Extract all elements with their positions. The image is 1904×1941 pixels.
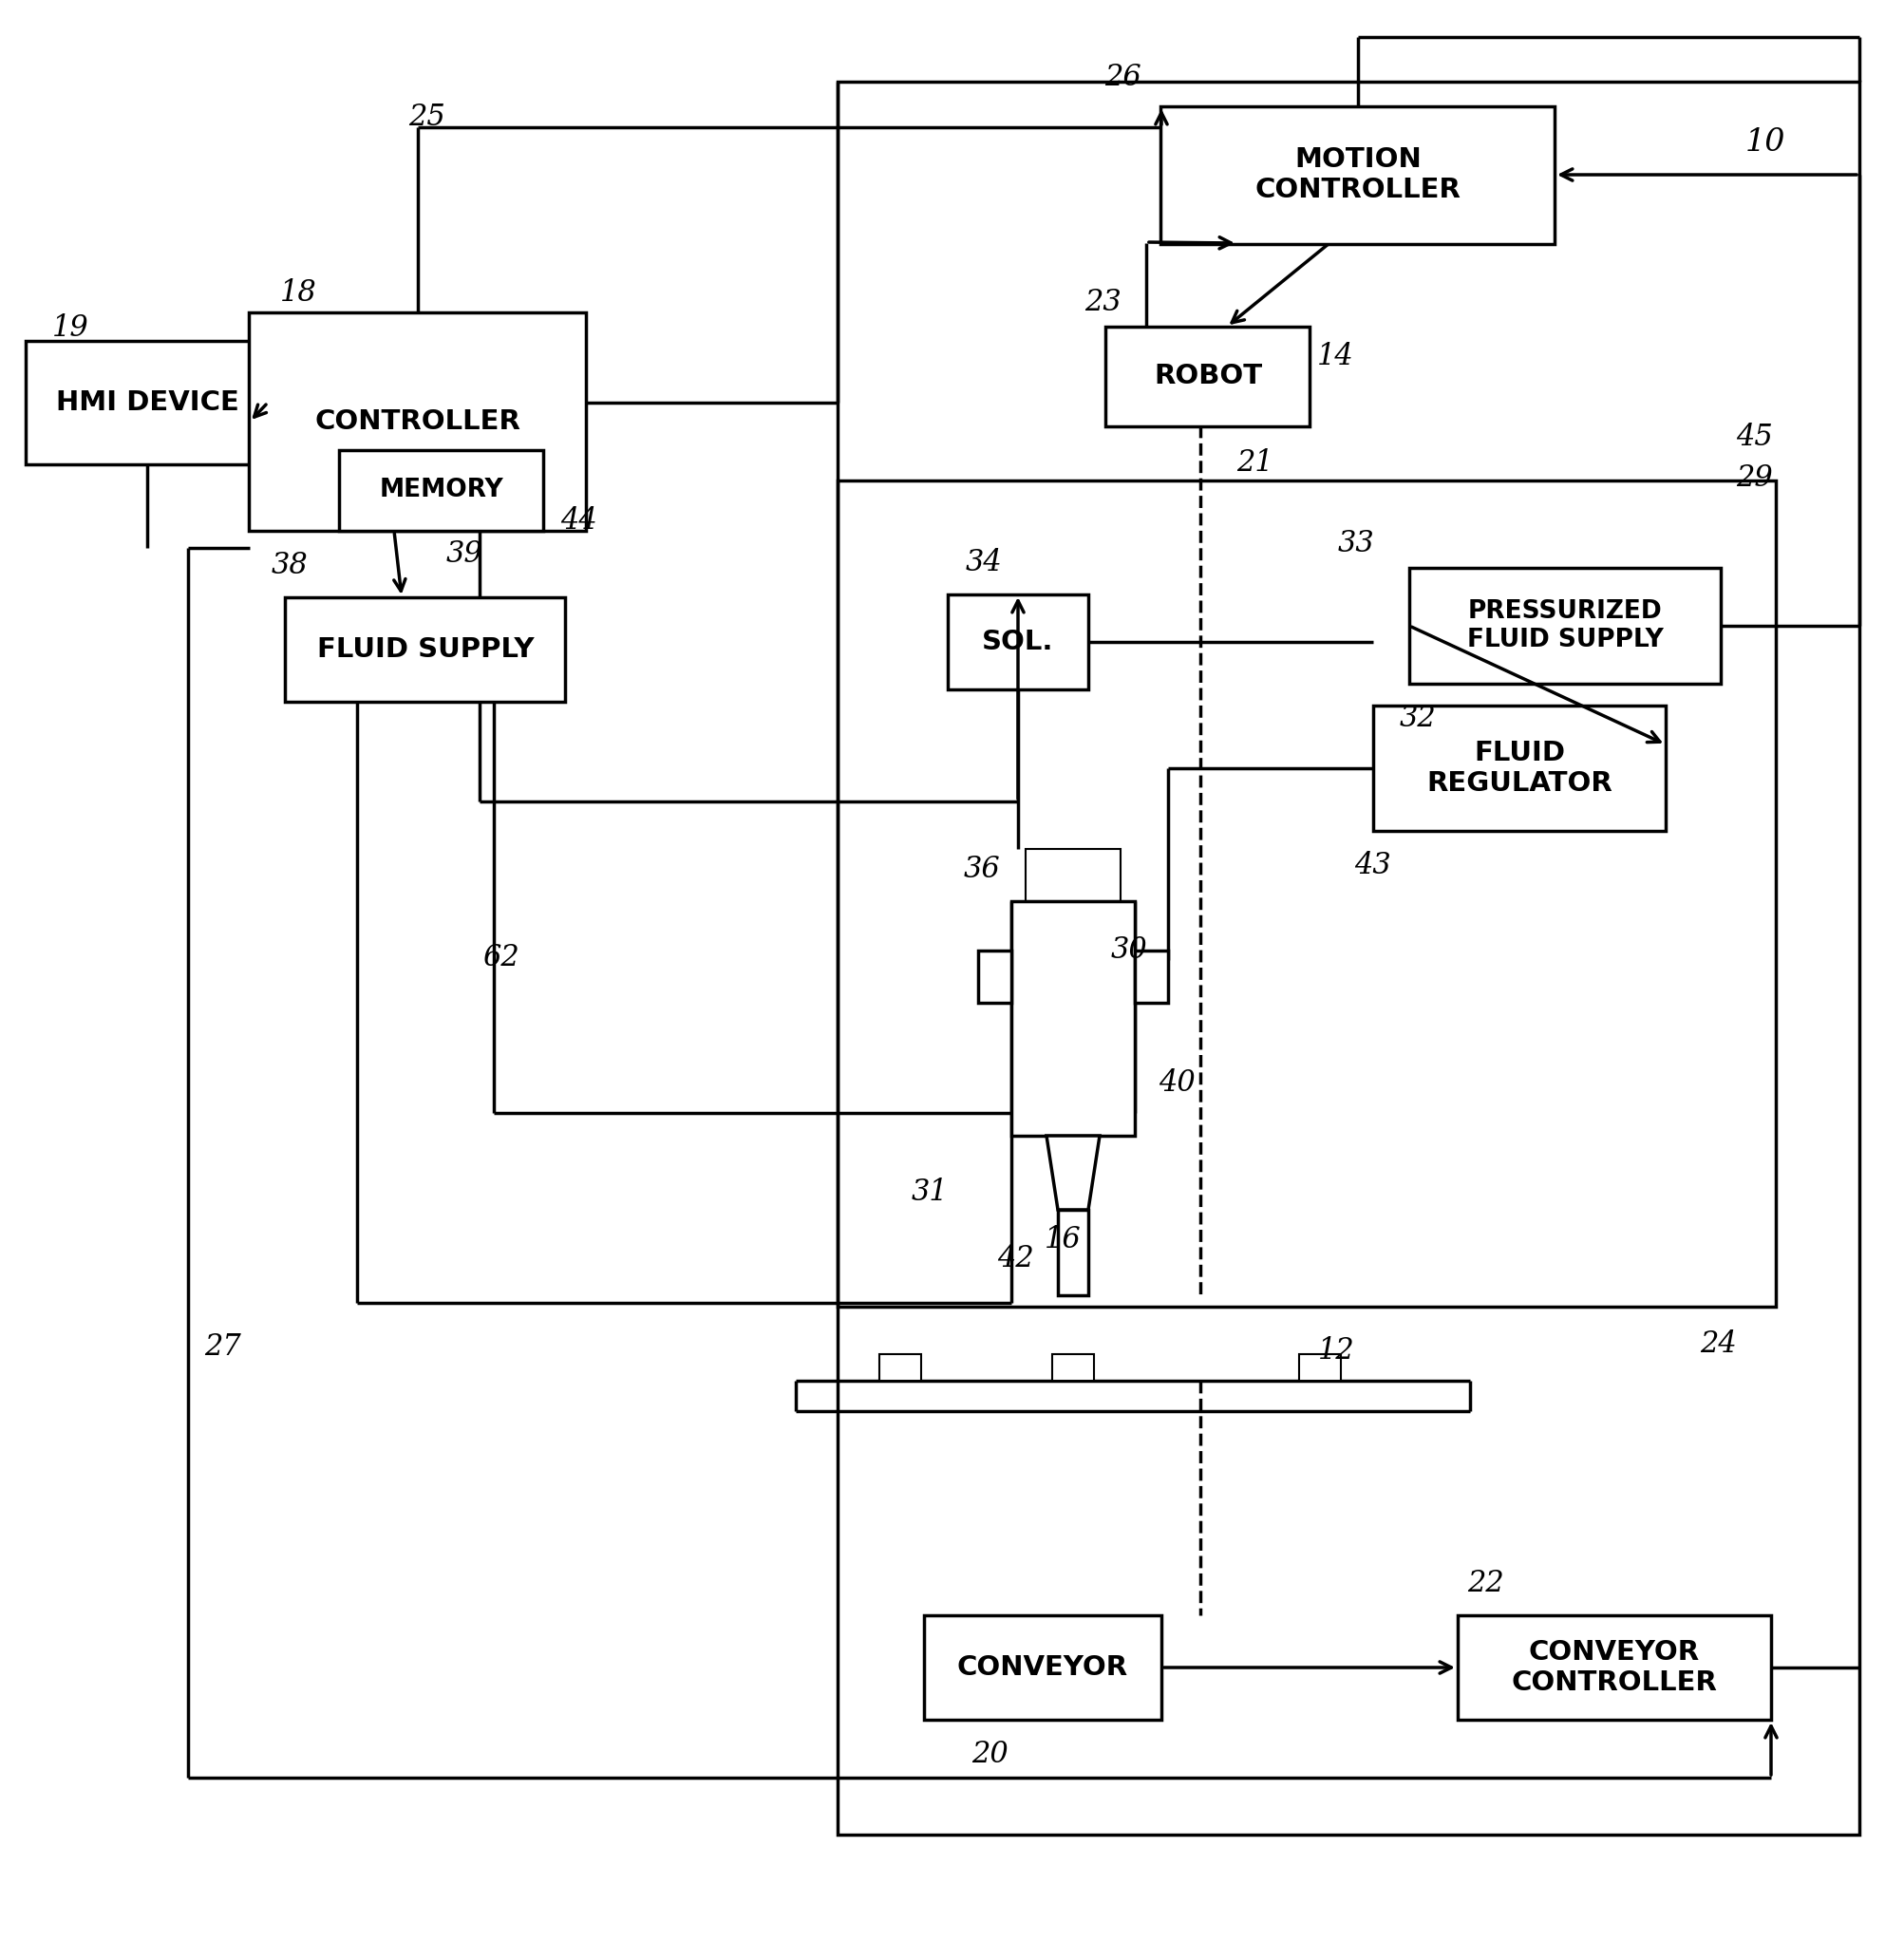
Text: 29: 29	[1736, 464, 1773, 493]
FancyBboxPatch shape	[1373, 707, 1666, 831]
Text: 10: 10	[1746, 128, 1786, 157]
FancyBboxPatch shape	[1299, 1355, 1340, 1380]
FancyBboxPatch shape	[1106, 326, 1310, 425]
Text: 38: 38	[272, 551, 308, 580]
Text: 32: 32	[1399, 705, 1436, 734]
Text: 39: 39	[446, 540, 484, 569]
Text: 16: 16	[1045, 1225, 1081, 1254]
FancyBboxPatch shape	[923, 1615, 1161, 1720]
FancyBboxPatch shape	[339, 450, 545, 530]
Text: FLUID
REGULATOR: FLUID REGULATOR	[1426, 740, 1613, 798]
FancyBboxPatch shape	[979, 951, 1011, 1003]
Text: MOTION
CONTROLLER: MOTION CONTROLLER	[1255, 146, 1460, 204]
Text: ROBOT: ROBOT	[1154, 363, 1262, 390]
Text: 23: 23	[1085, 287, 1121, 316]
Text: 25: 25	[407, 103, 446, 132]
Text: 42: 42	[998, 1244, 1034, 1273]
Text: 30: 30	[1112, 936, 1148, 965]
Text: 21: 21	[1236, 448, 1274, 477]
Text: 24: 24	[1700, 1330, 1736, 1359]
Text: 34: 34	[965, 547, 1003, 576]
FancyBboxPatch shape	[1059, 1209, 1089, 1295]
Text: 45: 45	[1736, 423, 1773, 452]
Text: MEMORY: MEMORY	[379, 477, 505, 503]
FancyBboxPatch shape	[27, 342, 268, 464]
Text: HMI DEVICE: HMI DEVICE	[55, 390, 238, 415]
Text: PRESSURIZED
FLUID SUPPLY: PRESSURIZED FLUID SUPPLY	[1466, 600, 1664, 652]
Text: 33: 33	[1339, 530, 1375, 559]
Text: 20: 20	[971, 1739, 1009, 1768]
FancyBboxPatch shape	[1161, 107, 1556, 243]
Text: 26: 26	[1104, 62, 1140, 91]
Text: 36: 36	[963, 854, 1002, 883]
Text: SOL.: SOL.	[982, 629, 1053, 656]
FancyBboxPatch shape	[1458, 1615, 1771, 1720]
FancyBboxPatch shape	[286, 598, 565, 703]
FancyBboxPatch shape	[1011, 901, 1135, 1135]
FancyBboxPatch shape	[1135, 951, 1167, 1003]
FancyBboxPatch shape	[880, 1355, 922, 1380]
Text: 31: 31	[912, 1178, 948, 1207]
Text: FLUID SUPPLY: FLUID SUPPLY	[316, 637, 533, 662]
Text: CONTROLLER: CONTROLLER	[314, 408, 522, 435]
Text: CONVEYOR
CONTROLLER: CONVEYOR CONTROLLER	[1512, 1638, 1717, 1696]
Text: 43: 43	[1354, 850, 1392, 881]
Text: 44: 44	[560, 507, 598, 536]
Polygon shape	[1047, 1135, 1101, 1209]
FancyBboxPatch shape	[249, 313, 586, 530]
FancyBboxPatch shape	[1409, 569, 1721, 683]
Text: 40: 40	[1158, 1068, 1196, 1099]
FancyBboxPatch shape	[948, 594, 1089, 689]
Text: 12: 12	[1318, 1335, 1356, 1366]
Text: 18: 18	[280, 278, 316, 309]
Text: 22: 22	[1468, 1568, 1504, 1597]
Text: 27: 27	[204, 1332, 242, 1363]
FancyBboxPatch shape	[1026, 848, 1121, 901]
Text: 14: 14	[1318, 342, 1354, 371]
Text: 62: 62	[482, 943, 520, 972]
Text: CONVEYOR: CONVEYOR	[958, 1654, 1129, 1681]
Text: 19: 19	[51, 313, 89, 344]
FancyBboxPatch shape	[1053, 1355, 1095, 1380]
